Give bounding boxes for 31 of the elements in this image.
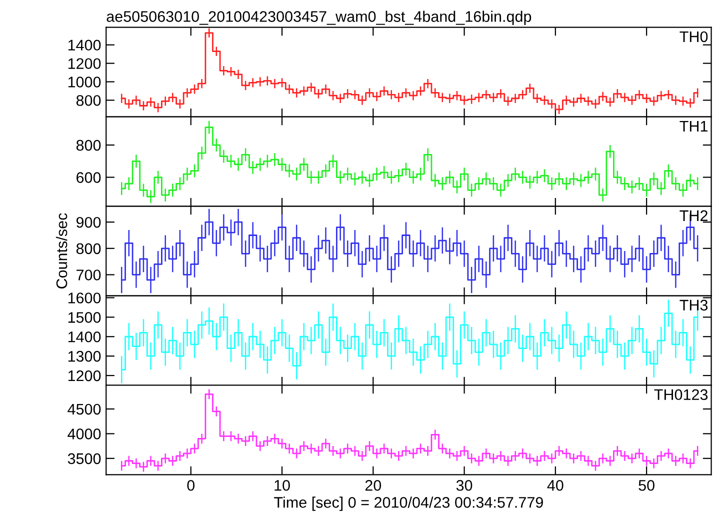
x-tick-label: 10 — [274, 480, 290, 491]
x-axis-title: Time [sec] 0 = 2010/04/23 00:34:57.779 — [274, 496, 543, 511]
y-tick-label: 600 — [76, 172, 101, 183]
y-tick-label: 1300 — [68, 350, 101, 362]
x-tick-label: 50 — [638, 480, 654, 491]
y-tick-label: 700 — [76, 270, 101, 280]
y-tick-label: 1600 — [68, 292, 101, 304]
y-tick-label: 1000 — [68, 76, 101, 88]
x-tick-label: 0 — [187, 480, 195, 491]
y-tick-label: 4500 — [68, 404, 101, 415]
y-tick-label: 1400 — [68, 40, 101, 51]
y-tick-label: 3500 — [68, 453, 101, 464]
chart-title: ae505063010_20100423003457_wam0_bst_4band_16bin.qdp — [106, 10, 532, 25]
x-tick-label: 30 — [456, 480, 472, 491]
y-tick-label: 800 — [76, 140, 101, 151]
y-axis-title: Counts/sec — [56, 213, 68, 288]
x-tick-label: 40 — [547, 480, 564, 491]
series-label: TH3 — [680, 300, 708, 311]
y-tick-label: 1200 — [68, 58, 101, 70]
text: TH0123 — [654, 389, 708, 400]
y-tick-label: 800 — [76, 95, 101, 106]
y-tick-label: 1200 — [68, 370, 101, 382]
y-tick-label: 900 — [76, 216, 101, 228]
x-tick-label: 20 — [365, 480, 382, 491]
series-label: TH2 — [680, 210, 708, 221]
y-tick-label: 1500 — [68, 312, 101, 323]
y-tick-label: 1400 — [68, 331, 101, 342]
text: TH0 — [680, 31, 708, 42]
y-tick-label: 4000 — [68, 428, 101, 440]
y-tick-label: 800 — [76, 243, 101, 254]
text: TH1 — [680, 120, 708, 132]
